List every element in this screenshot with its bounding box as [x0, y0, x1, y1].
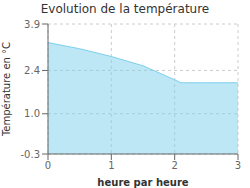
svg-text:2: 2 [171, 160, 177, 171]
svg-text:3: 3 [235, 160, 241, 171]
svg-text:Température en °C: Température en °C [8, 42, 12, 137]
svg-text:2.4: 2.4 [24, 65, 40, 76]
html-text:Evolution de la température: Evolution de la température [40, 2, 210, 16]
svg-text:1: 1 [108, 160, 114, 171]
svg-text:3.9: 3.9 [24, 19, 40, 30]
svg-text:0: 0 [45, 160, 51, 171]
svg-text:1.0: 1.0 [24, 108, 40, 119]
svg-text:-0.3: -0.3 [20, 149, 40, 160]
svg-text:heure par heure: heure par heure [97, 177, 188, 188]
